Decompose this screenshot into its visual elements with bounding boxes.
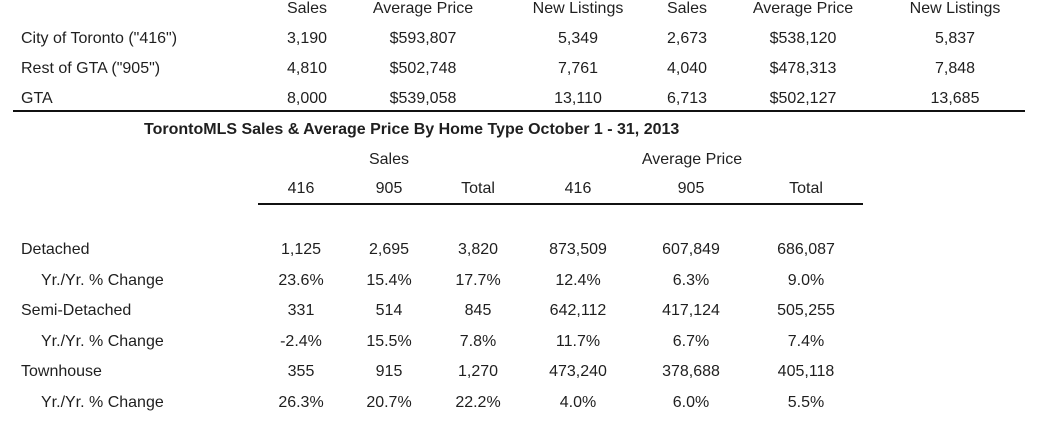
sub-header: 416: [564, 180, 592, 197]
table-cell: 3,190: [286, 30, 328, 47]
table-title: TorontoMLS Sales & Average Price By Home…: [144, 121, 680, 138]
row-label: Townhouse: [21, 363, 102, 380]
table-cell: 22.2%: [455, 394, 501, 411]
table-cell: 7,848: [934, 60, 976, 77]
table-cell: 3,820: [457, 241, 499, 258]
row-label: Detached: [21, 241, 90, 258]
table-cell: 505,255: [777, 302, 835, 319]
row-label: Yr./Yr. % Change: [41, 394, 164, 411]
table-cell: 2,695: [368, 241, 410, 258]
table-cell: 4,810: [286, 60, 328, 77]
table-cell: 4.0%: [559, 394, 597, 411]
table-cell: 873,509: [549, 241, 607, 258]
table-cell: 13,110: [554, 90, 602, 107]
table-cell: $502,127: [769, 90, 837, 107]
table-cell: 607,849: [662, 241, 720, 258]
table-cell: -2.4%: [280, 333, 322, 350]
row-label: Rest of GTA ("905"): [21, 60, 161, 77]
table-cell: 15.5%: [366, 333, 412, 350]
row-label: Semi-Detached: [21, 302, 132, 319]
table-cell: 417,124: [662, 302, 720, 319]
table-cell: 7.4%: [787, 333, 825, 350]
header-new-listings-2: New Listings: [909, 0, 1001, 17]
table-cell: 378,688: [662, 363, 720, 380]
table-cell: 1,270: [457, 363, 499, 380]
header-sales-2: Sales: [666, 0, 708, 17]
table-cell: $538,120: [769, 30, 837, 47]
table-cell: 473,240: [549, 363, 607, 380]
table-cell: 4,040: [666, 60, 708, 77]
row-label: City of Toronto ("416"): [21, 30, 178, 47]
header-avg-price-1: Average Price: [372, 0, 474, 17]
table-cell: 5,349: [557, 30, 599, 47]
table-cell: 13,685: [930, 90, 980, 107]
sub-header: Total: [789, 180, 823, 197]
header-underline: [258, 203, 863, 205]
table-cell: 915: [375, 363, 403, 380]
sub-header: Total: [461, 180, 495, 197]
table-cell: 845: [464, 302, 492, 319]
table-cell: 405,118: [777, 363, 835, 380]
section-divider: [13, 110, 1025, 112]
table-cell: 6.7%: [672, 333, 710, 350]
table-cell: 17.7%: [455, 272, 501, 289]
row-label: Yr./Yr. % Change: [41, 272, 164, 289]
row-label: Yr./Yr. % Change: [41, 333, 164, 350]
group-header-sales: Sales: [368, 151, 410, 168]
table-cell: 6,713: [666, 90, 708, 107]
table-cell: 5.5%: [787, 394, 825, 411]
table-cell: 20.7%: [366, 394, 412, 411]
table-cell: 686,087: [777, 241, 835, 258]
table-cell: 8,000: [286, 90, 328, 107]
table-cell: 5,837: [934, 30, 976, 47]
header-sales-1: Sales: [286, 0, 328, 17]
table-cell: 7,761: [557, 60, 599, 77]
table-cell: 1,125: [280, 241, 322, 258]
table-cell: 23.6%: [278, 272, 324, 289]
group-header-average-price: Average Price: [641, 151, 743, 168]
table-cell: 11.7%: [555, 333, 601, 350]
table-cell: 15.4%: [366, 272, 412, 289]
table-cell: 6.0%: [672, 394, 710, 411]
table-cell: 9.0%: [787, 272, 825, 289]
table-cell: 642,112: [549, 302, 607, 319]
table-cell: $502,748: [389, 60, 457, 77]
table-cell: 7.8%: [459, 333, 497, 350]
table-cell: 2,673: [666, 30, 708, 47]
table-cell: $478,313: [769, 60, 837, 77]
sub-header: 905: [677, 180, 705, 197]
table-cell: 331: [287, 302, 315, 319]
table-cell: $539,058: [389, 90, 457, 107]
table-cell: 355: [287, 363, 315, 380]
row-label: GTA: [21, 90, 53, 107]
table-cell: 26.3%: [278, 394, 324, 411]
table-cell: 12.4%: [555, 272, 601, 289]
sub-header: 905: [375, 180, 403, 197]
table-cell: 514: [375, 302, 403, 319]
header-new-listings-1: New Listings: [532, 0, 624, 17]
sub-header: 416: [287, 180, 315, 197]
header-avg-price-2: Average Price: [752, 0, 854, 17]
table-cell: $593,807: [389, 30, 457, 47]
table-cell: 6.3%: [672, 272, 710, 289]
